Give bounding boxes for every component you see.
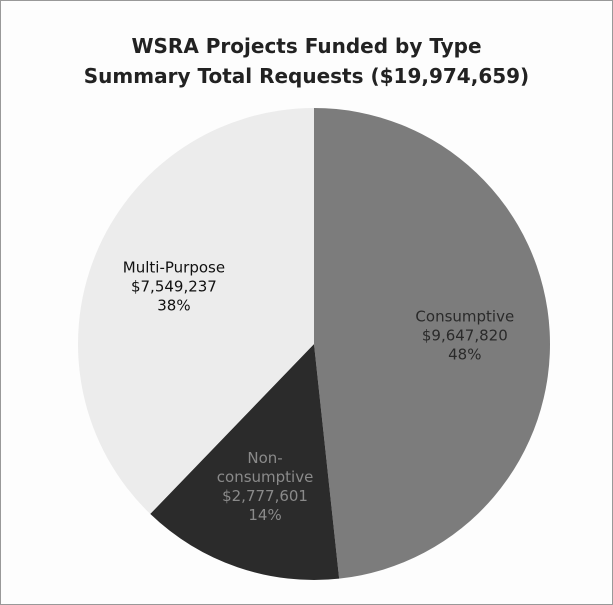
pie-slice xyxy=(78,108,314,514)
percent-label: 38% xyxy=(157,296,191,315)
chart-subtitle: Summary Total Requests ($19,974,659) xyxy=(83,64,530,88)
category-label: Consumptive xyxy=(415,307,515,326)
value-label: $2,777,601 xyxy=(222,486,308,505)
pie-slice xyxy=(314,108,550,579)
pie-slice xyxy=(150,344,340,580)
percent-label: 14% xyxy=(248,505,282,524)
slice-label: Non-consumptive $2,777,601 14% xyxy=(210,449,320,525)
slice-label: Multi-Purpose $7,549,237 38% xyxy=(119,259,229,316)
category-label: Non-consumptive xyxy=(216,448,314,486)
chart-title: WSRA Projects Funded by Type xyxy=(131,34,482,58)
category-label: Multi-Purpose xyxy=(122,258,226,277)
percent-label: 48% xyxy=(448,345,482,364)
value-label: $9,647,820 xyxy=(421,326,508,345)
slice-label: Consumptive $9,647,820 48% xyxy=(410,307,520,364)
value-label: $7,549,237 xyxy=(130,277,217,296)
